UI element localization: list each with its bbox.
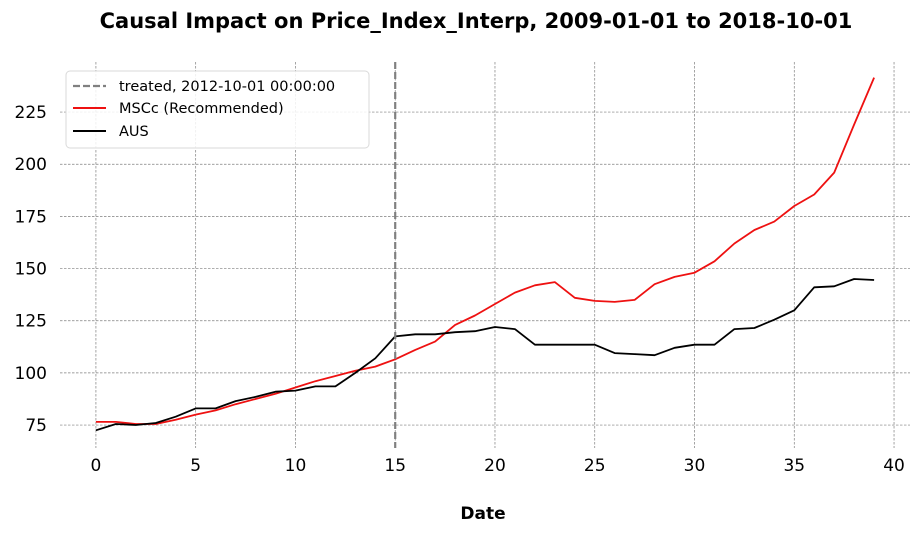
y-tick-label: 175: [15, 207, 47, 227]
legend-label-msc: MSCc (Recommended): [119, 101, 284, 117]
y-axis-ticks: 75 100 125 150 175 200 225: [15, 103, 47, 436]
series-line-aus: [95, 278, 875, 432]
y-tick-label: 225: [15, 103, 47, 123]
legend-label-treatment: treated, 2012-10-01 00:00:00: [119, 79, 335, 95]
x-tick-label: 40: [883, 456, 905, 476]
x-tick-label: 35: [783, 456, 805, 476]
legend: treated, 2012-10-01 00:00:00 MSCc (Recom…: [65, 70, 370, 149]
legend-box: [65, 70, 370, 149]
x-tick-label: 25: [584, 456, 606, 476]
y-tick-label: 100: [15, 364, 47, 384]
x-tick-label: 20: [484, 456, 506, 476]
x-tick-label: 15: [384, 456, 406, 476]
x-tick-label: 10: [285, 456, 307, 476]
y-tick-label: 125: [15, 312, 47, 332]
series-lines: [95, 77, 875, 432]
x-tick-label: 30: [684, 456, 706, 476]
chart-title: Causal Impact on Price_Index_Interp, 200…: [100, 9, 853, 33]
y-tick-label: 75: [25, 416, 47, 436]
x-tick-label: 0: [91, 456, 102, 476]
x-axis-label: Date: [460, 504, 505, 524]
x-axis-ticks: 0 5 10 15 20 25 30 35 40: [91, 456, 905, 476]
x-tick-label: 5: [190, 456, 201, 476]
grid: [60, 62, 910, 448]
y-tick-label: 150: [15, 260, 47, 280]
series-line-mscc-recommended: [95, 77, 875, 425]
legend-label-aus: AUS: [119, 124, 149, 140]
y-tick-label: 200: [15, 155, 47, 175]
